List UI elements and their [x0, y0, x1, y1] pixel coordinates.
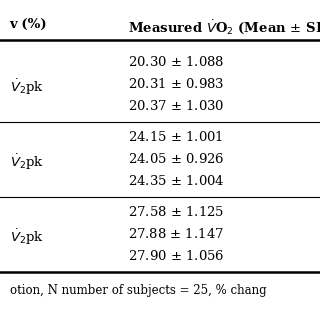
Text: Measured $\dot{V}$O$_2$ (Mean $\pm$ SE: Measured $\dot{V}$O$_2$ (Mean $\pm$ SE — [128, 18, 320, 36]
Text: 27.88 $\pm$ 1.147: 27.88 $\pm$ 1.147 — [128, 227, 224, 241]
Text: 27.90 $\pm$ 1.056: 27.90 $\pm$ 1.056 — [128, 249, 225, 263]
Text: 24.35 $\pm$ 1.004: 24.35 $\pm$ 1.004 — [128, 174, 225, 188]
Text: otion, N number of subjects = 25, % chang: otion, N number of subjects = 25, % chan… — [10, 284, 266, 297]
Text: v (%): v (%) — [10, 18, 47, 31]
Text: 24.05 $\pm$ 0.926: 24.05 $\pm$ 0.926 — [128, 152, 224, 166]
Text: 27.58 $\pm$ 1.125: 27.58 $\pm$ 1.125 — [128, 205, 224, 219]
Text: $\dot{V}$$_2$pk: $\dot{V}$$_2$pk — [10, 77, 44, 97]
Text: 20.30 $\pm$ 1.088: 20.30 $\pm$ 1.088 — [128, 55, 224, 69]
Text: 20.37 $\pm$ 1.030: 20.37 $\pm$ 1.030 — [128, 99, 224, 113]
Text: $\dot{V}$$_2$pk: $\dot{V}$$_2$pk — [10, 152, 44, 172]
Text: 20.31 $\pm$ 0.983: 20.31 $\pm$ 0.983 — [128, 77, 224, 91]
Text: 24.15 $\pm$ 1.001: 24.15 $\pm$ 1.001 — [128, 130, 223, 144]
Text: $\dot{V}$$_2$pk: $\dot{V}$$_2$pk — [10, 227, 44, 247]
